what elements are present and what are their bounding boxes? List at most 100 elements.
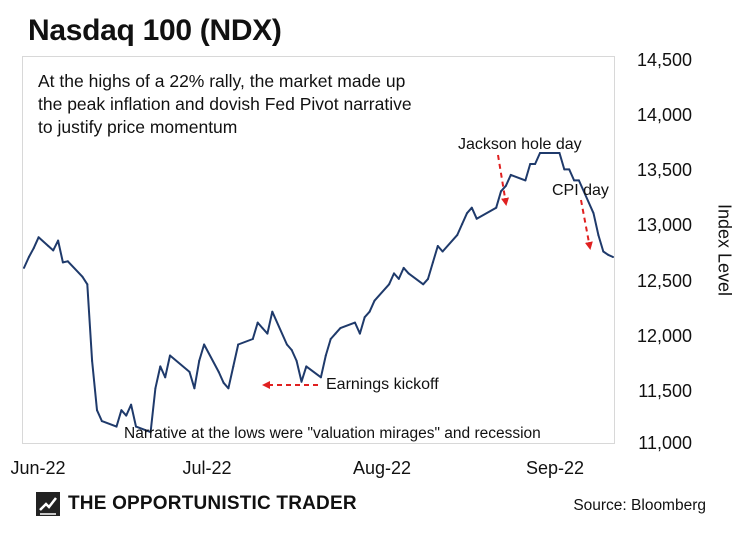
y-tick-label: 14,000	[636, 105, 692, 125]
x-tick-label: Aug-22	[352, 458, 412, 478]
data-point	[470, 206, 473, 209]
data-point	[431, 261, 434, 264]
data-point	[266, 332, 269, 335]
y-tick-label: 14,500	[636, 50, 692, 70]
data-point	[57, 239, 60, 242]
data-point	[373, 299, 376, 302]
data-point	[100, 420, 103, 423]
data-point	[397, 277, 400, 280]
x-tick-label: Sep-22	[525, 458, 585, 478]
y-tick-label: 12,500	[636, 271, 692, 291]
brand-logo-icon	[36, 492, 60, 516]
brand-block: THE OPPORTUNISTIC TRADER	[36, 492, 357, 516]
data-point	[393, 272, 395, 275]
data-point	[159, 365, 162, 368]
data-point	[329, 338, 332, 340]
data-point	[61, 261, 64, 264]
data-point	[456, 234, 459, 237]
annotation-narrative-lows: Narrative at the lows were "valuation mi…	[124, 425, 541, 442]
y-tick-label: 11,500	[638, 381, 692, 401]
data-point	[436, 245, 439, 247]
data-point	[563, 168, 566, 171]
data-point	[290, 349, 293, 351]
data-point	[334, 332, 337, 335]
data-point	[368, 310, 371, 313]
data-point	[461, 223, 464, 226]
source-note: Source: Bloomberg	[573, 497, 706, 514]
annotation-jackson-hole: Jackson hole day	[458, 136, 582, 153]
data-point	[149, 431, 152, 434]
data-point	[169, 354, 171, 357]
data-point	[193, 387, 196, 390]
data-point	[261, 327, 264, 330]
x-tick-label: Jun-22	[10, 458, 66, 478]
data-point	[388, 283, 391, 286]
data-point	[534, 163, 537, 165]
data-point	[607, 253, 610, 256]
data-point	[251, 338, 254, 340]
y-tick-label: 13,000	[636, 215, 692, 235]
data-point	[203, 343, 206, 346]
data-point	[612, 256, 614, 258]
data-point	[256, 321, 259, 324]
data-point	[592, 212, 595, 215]
data-point	[509, 173, 512, 176]
data-point	[125, 414, 128, 417]
data-point	[188, 370, 191, 373]
data-point	[319, 376, 322, 379]
annotation-earnings-kickoff: Earnings kickoff	[326, 376, 439, 393]
data-point	[504, 184, 507, 187]
data-point	[120, 409, 123, 412]
narrative-line: to justify price momentum	[38, 117, 238, 137]
data-point	[407, 272, 410, 275]
data-point	[37, 236, 40, 239]
data-point	[115, 425, 118, 428]
data-point	[539, 152, 541, 154]
data-point	[295, 359, 298, 362]
data-point	[427, 277, 429, 280]
data-point	[52, 249, 55, 252]
data-point	[324, 354, 327, 357]
data-point	[558, 152, 561, 154]
data-point	[217, 370, 220, 373]
y-tick-label: 13,500	[636, 160, 692, 180]
data-point	[524, 179, 527, 182]
data-point	[27, 256, 30, 258]
x-tick-label: Jul-22	[182, 458, 232, 478]
data-point	[237, 343, 240, 346]
data-point	[91, 359, 94, 362]
data-point	[164, 376, 167, 379]
data-point	[232, 365, 235, 368]
data-point	[475, 217, 478, 220]
data-point	[271, 310, 274, 313]
data-point	[86, 283, 89, 286]
data-point	[573, 179, 576, 182]
data-point	[130, 403, 133, 406]
data-point	[285, 343, 288, 346]
data-point	[300, 380, 303, 383]
data-point	[23, 266, 25, 269]
nasdaq-series-line	[23, 152, 614, 434]
data-point	[354, 321, 356, 324]
narrative-line: the peak inflation and dovish Fed Pivot …	[38, 94, 412, 114]
data-point	[500, 190, 502, 193]
plot-frame	[22, 56, 615, 444]
data-point	[81, 275, 84, 278]
data-point	[96, 409, 98, 412]
cpi-day-arrow	[580, 199, 593, 250]
y-tick-label: 12,000	[636, 326, 692, 346]
narrative-text: At the highs of a 22% rally, the market …	[38, 70, 458, 139]
data-point	[543, 152, 546, 154]
data-point	[597, 234, 600, 237]
chart-title: Nasdaq 100 (NDX)	[28, 14, 282, 47]
series-points	[23, 152, 614, 434]
data-point	[358, 332, 361, 335]
data-point	[154, 387, 157, 390]
data-point	[339, 327, 342, 330]
data-point	[32, 247, 35, 250]
data-point	[441, 250, 444, 253]
narrative-line: At the highs of a 22% rally, the market …	[38, 71, 406, 91]
data-point	[568, 168, 571, 171]
data-point	[363, 316, 366, 319]
